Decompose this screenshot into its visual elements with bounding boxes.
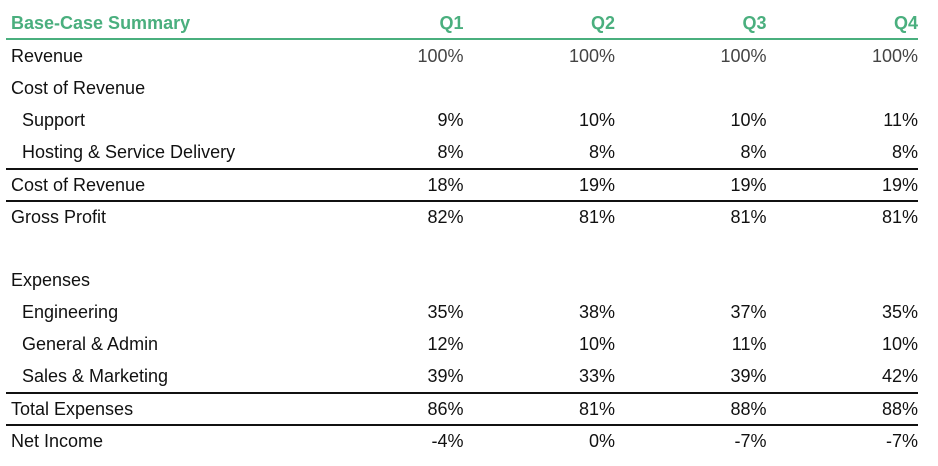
row-value-q3: 19% — [730, 174, 767, 195]
row-label: Expenses — [11, 269, 91, 290]
row-value-q2: 38% — [578, 301, 615, 322]
row-value-q1: 100% — [417, 45, 464, 66]
row-label: Hosting & Service Delivery — [22, 141, 236, 162]
row-value-q1: 12% — [427, 333, 464, 354]
row-value-q1: 9% — [437, 109, 464, 130]
table-row-total-expenses: Total Expenses 86% 81% 88% 88% — [6, 392, 918, 424]
row-value-q1: 8% — [437, 141, 464, 162]
row-label: Cost of Revenue — [11, 77, 146, 98]
row-value-q1: 86% — [427, 398, 464, 419]
row-value-q4: 100% — [871, 45, 918, 66]
row-value-q2: 19% — [578, 174, 615, 195]
row-label: Cost of Revenue — [11, 174, 146, 195]
summary-table: Base-Case Summary Q1 Q2 Q3 Q4 Revenue 10… — [6, 8, 918, 456]
row-value-q1: 82% — [427, 206, 464, 227]
row-value-q2: 10% — [578, 109, 615, 130]
row-value-q2: 8% — [588, 141, 615, 162]
table-row-hosting: Hosting & Service Delivery 8% 8% 8% 8% — [6, 136, 918, 168]
table-row-net-income: Net Income -4% 0% -7% -7% — [6, 424, 918, 456]
column-header-q2: Q2 — [590, 12, 615, 33]
row-value-q4: 10% — [881, 333, 918, 354]
row-value-q4: 88% — [881, 398, 918, 419]
row-value-q3: 10% — [730, 109, 767, 130]
row-value-q1: 35% — [427, 301, 464, 322]
row-value-q2: 81% — [578, 206, 615, 227]
row-value-q1: -4% — [431, 430, 464, 451]
column-header-q1: Q1 — [439, 12, 464, 33]
table-row-revenue: Revenue 100% 100% 100% 100% — [6, 40, 918, 72]
table-row-expenses-heading: Expenses — [6, 264, 918, 296]
row-value-q3: 39% — [730, 365, 767, 386]
row-value-q3: 37% — [730, 301, 767, 322]
row-value-q4: 81% — [881, 206, 918, 227]
row-value-q3: 100% — [720, 45, 767, 66]
table-row-cost-of-revenue-heading: Cost of Revenue — [6, 72, 918, 104]
table-row-spacer — [6, 232, 918, 264]
row-value-q1: 39% — [427, 365, 464, 386]
row-label: Net Income — [11, 430, 104, 451]
row-value-q2: 100% — [568, 45, 615, 66]
row-label: Total Expenses — [11, 398, 134, 419]
table-row-cost-of-revenue-total: Cost of Revenue 18% 19% 19% 19% — [6, 168, 918, 200]
row-value-q4: 8% — [891, 141, 918, 162]
table-row-engineering: Engineering 35% 38% 37% 35% — [6, 296, 918, 328]
row-value-q4: 35% — [881, 301, 918, 322]
row-value-q2: 10% — [578, 333, 615, 354]
row-label: Gross Profit — [11, 206, 107, 227]
row-value-q1: 18% — [427, 174, 464, 195]
row-label: Revenue — [11, 45, 84, 66]
table-row-gross-profit: Gross Profit 82% 81% 81% 81% — [6, 200, 918, 232]
column-header-q4: Q4 — [893, 12, 918, 33]
table-row-support: Support 9% 10% 10% 11% — [6, 104, 918, 136]
row-label: Sales & Marketing — [22, 365, 169, 386]
row-value-q3: -7% — [734, 430, 767, 451]
row-value-q4: -7% — [885, 430, 918, 451]
table-row-general-admin: General & Admin 12% 10% 11% 10% — [6, 328, 918, 360]
row-value-q4: 19% — [881, 174, 918, 195]
row-label: General & Admin — [22, 333, 159, 354]
column-header-q3: Q3 — [742, 12, 767, 33]
table-header-row: Base-Case Summary Q1 Q2 Q3 Q4 — [6, 8, 918, 40]
table-title: Base-Case Summary — [11, 12, 191, 33]
row-value-q4: 42% — [881, 365, 918, 386]
row-value-q2: 0% — [588, 430, 615, 451]
row-value-q4: 11% — [883, 109, 918, 130]
row-value-q2: 81% — [578, 398, 615, 419]
row-value-q3: 88% — [730, 398, 767, 419]
row-value-q3: 81% — [730, 206, 767, 227]
row-value-q2: 33% — [578, 365, 615, 386]
row-value-q3: 8% — [740, 141, 767, 162]
row-value-q3: 11% — [731, 333, 767, 354]
table-row-sales-marketing: Sales & Marketing 39% 33% 39% 42% — [6, 360, 918, 392]
row-label: Support — [22, 109, 86, 130]
row-label: Engineering — [22, 301, 119, 322]
